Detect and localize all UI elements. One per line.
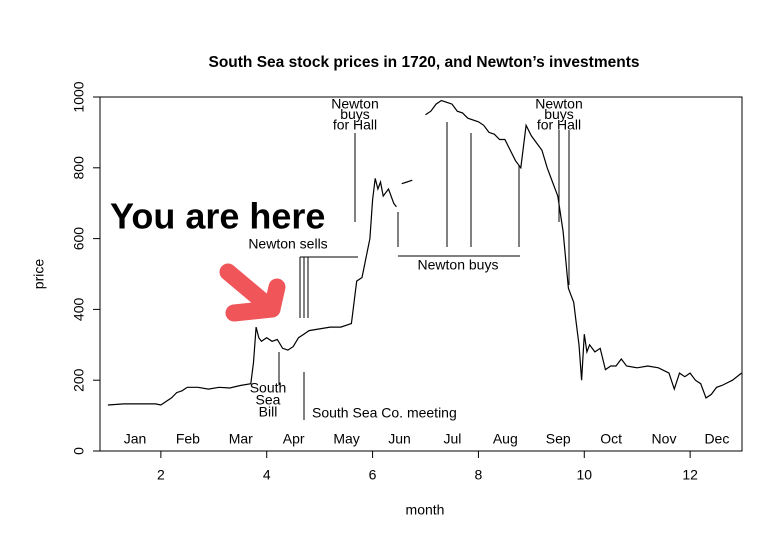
month-label: Nov [652,431,677,447]
month-label: Mar [229,431,253,447]
chart-title: South Sea stock prices in 1720, and Newt… [209,54,640,71]
annotation: Newton sells [248,236,327,252]
y-tick-label: 400 [71,298,87,322]
annotation: Bill [259,404,278,420]
month-label: Jun [388,431,411,447]
annotation: Newton [331,96,378,112]
plot-frame [99,96,743,452]
month-label: Jul [443,431,461,447]
annotation: Sea [256,392,281,408]
x-tick-label: 4 [263,467,271,483]
x-tick-label: 10 [576,467,592,483]
x-tick-label: 6 [369,467,377,483]
price-line [107,99,742,406]
month-label: Feb [176,431,200,447]
annotation: Newton [535,96,582,112]
y-tick-label: 600 [71,227,87,251]
annotation: for Hall [537,117,581,133]
annotation: You are here [110,196,325,237]
month-label: Oct [600,431,622,447]
annotation: buys [340,106,370,122]
red-arrow [219,263,286,322]
y-axis-label: price [31,259,47,290]
annotation: buys [544,106,574,122]
annotation: South [250,380,287,396]
x-tick-label: 2 [157,467,165,483]
y-tick-label: 800 [71,156,87,180]
x-axis-label: month [406,502,445,518]
month-label: Jan [124,431,147,447]
annotation: for Hall [333,117,377,133]
month-label: Dec [704,431,729,447]
x-tick-label: 8 [475,467,483,483]
month-label: May [333,431,359,447]
month-label: Sep [546,431,571,447]
month-label: Apr [283,431,305,447]
y-tick-label: 1000 [71,81,87,112]
y-tick-label: 200 [71,368,87,392]
annotation: Newton buys [418,257,499,273]
x-tick-label: 12 [682,467,698,483]
month-label: Aug [493,431,518,447]
annotation: South Sea Co. meeting [312,405,457,421]
y-tick-label: 0 [71,447,87,455]
